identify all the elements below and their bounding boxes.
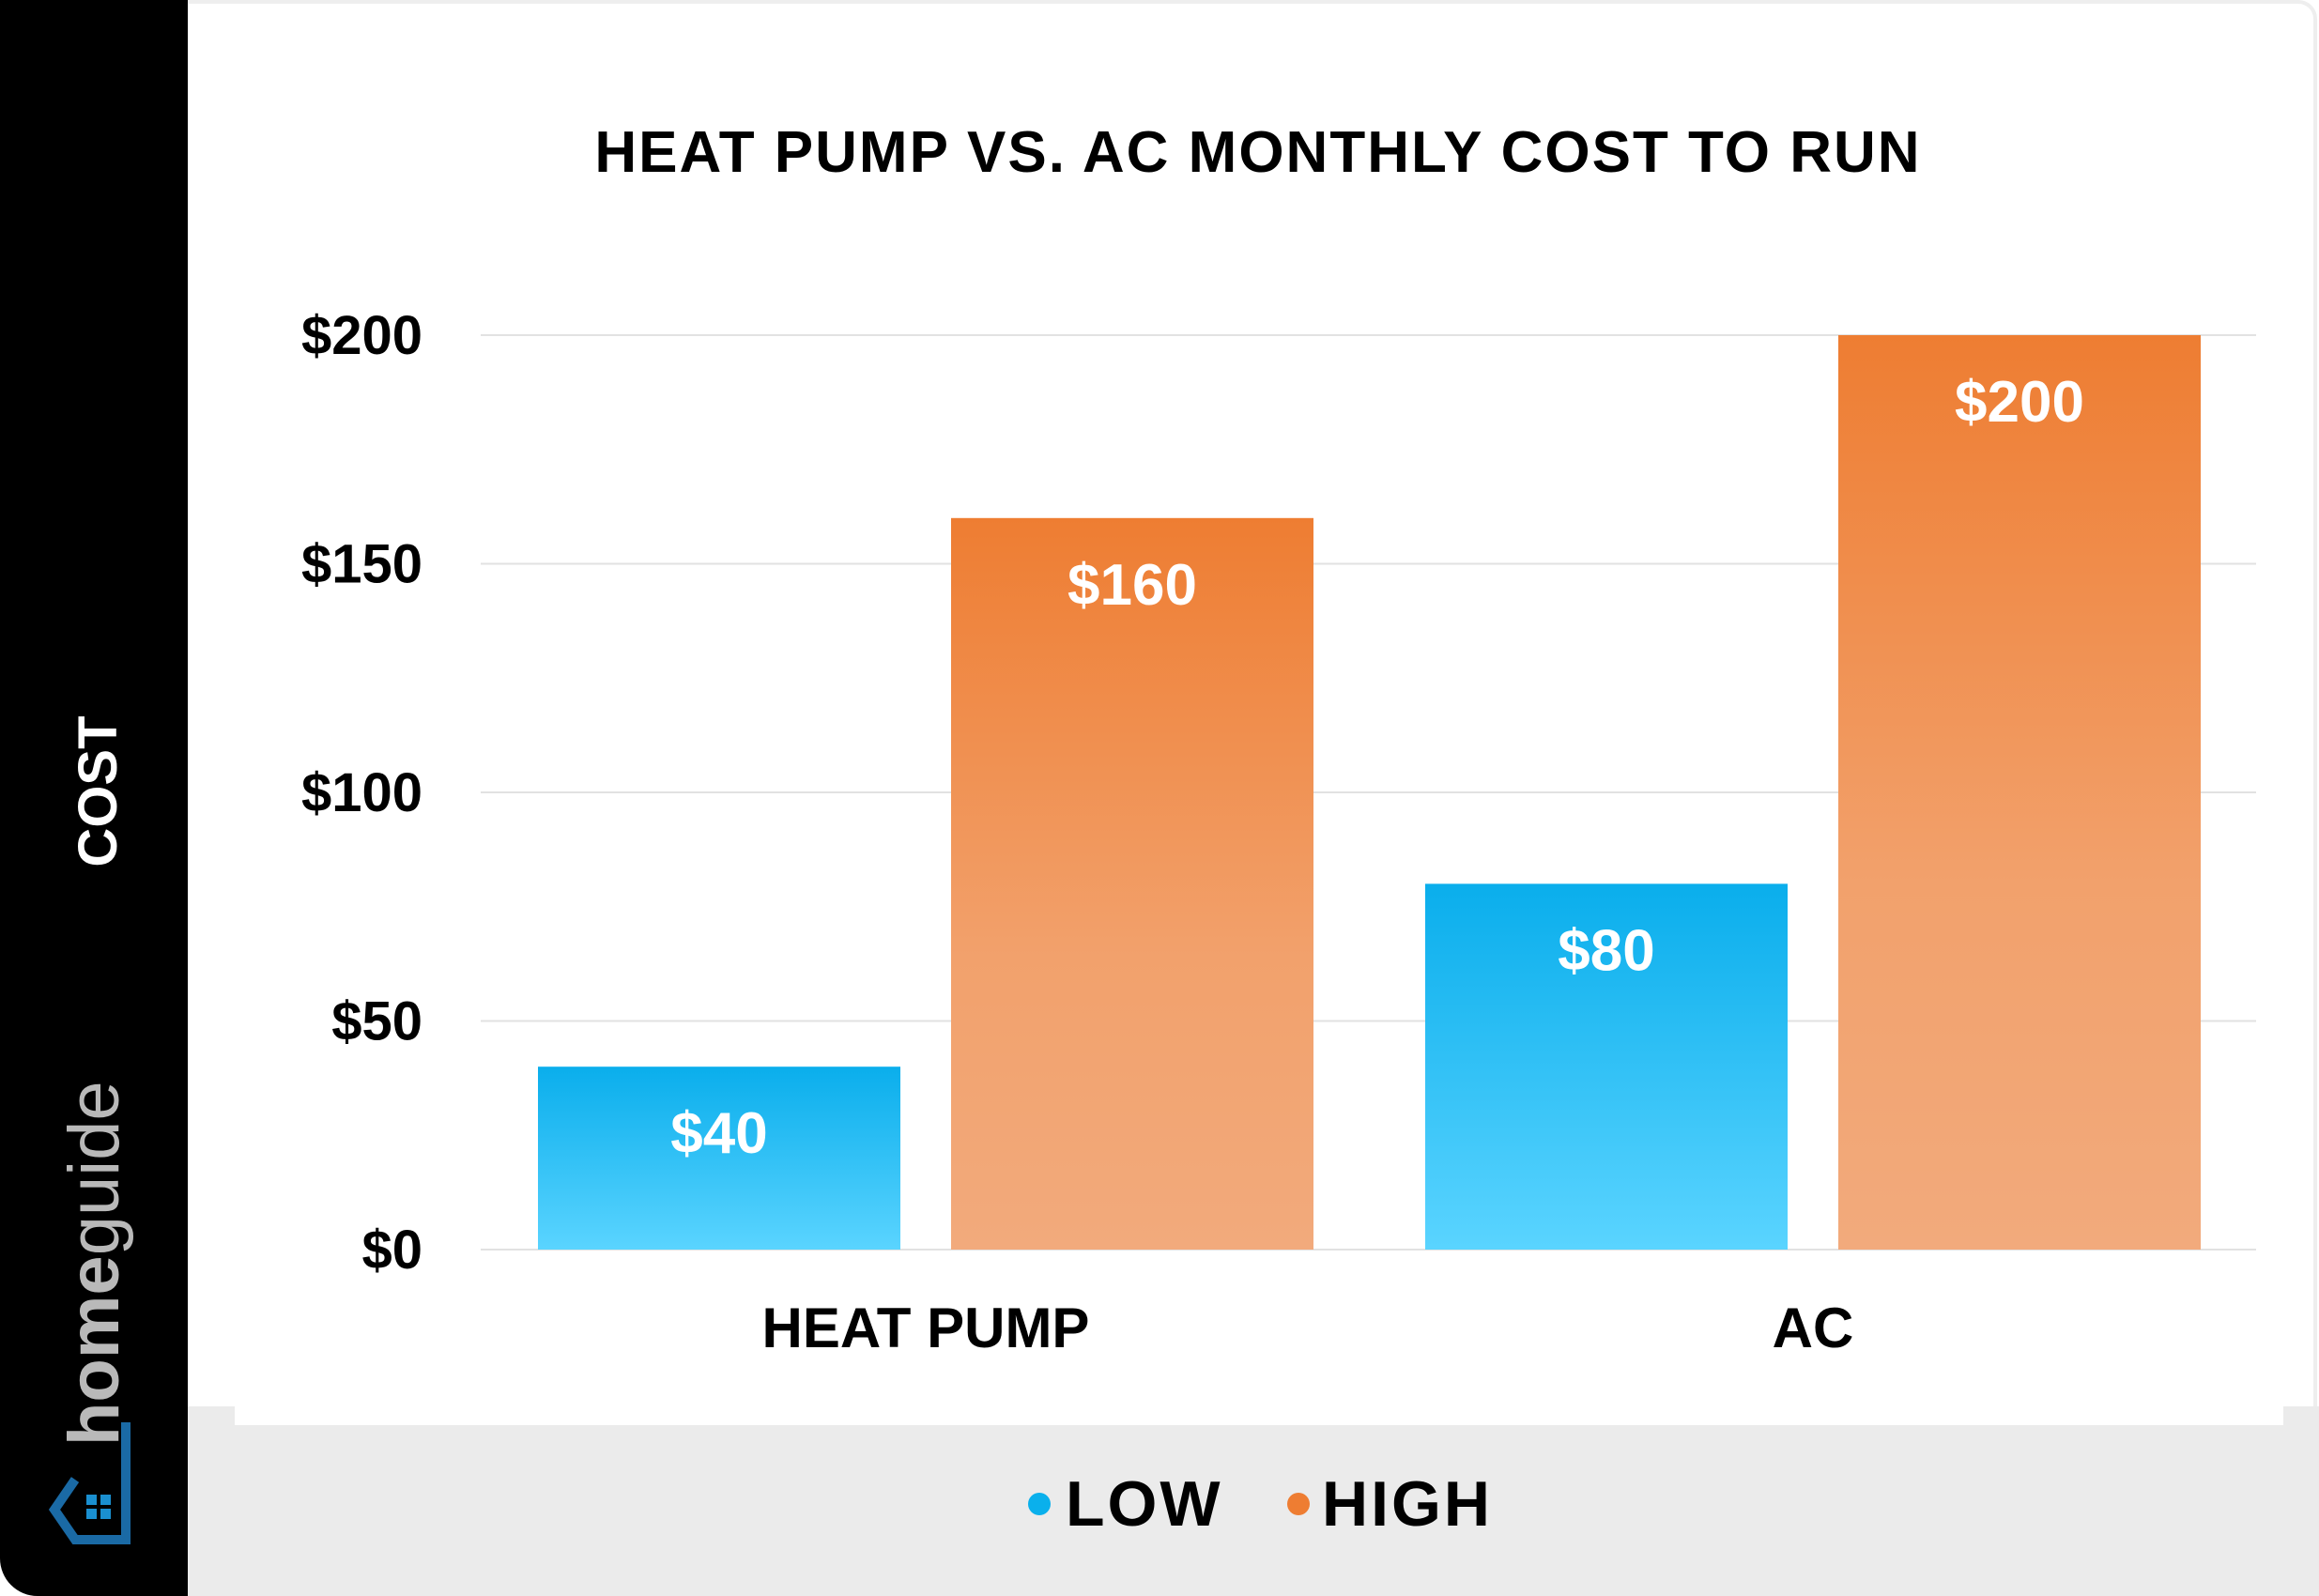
legend-low-marker [1028,1493,1051,1515]
legend: LOW HIGH [1028,1468,1493,1540]
y-tick-label: $100 [301,762,422,823]
chart-card-bottom [235,1399,2283,1425]
bar-value-label: $200 [1955,370,2084,435]
homeguide-logo: homeguide [48,1081,134,1544]
bar-value-label: $160 [1067,553,1197,618]
legend-high-label: HIGH [1322,1468,1493,1540]
legend-high-marker [1287,1493,1310,1515]
x-category-label: AC [1773,1297,1854,1359]
bar-low [538,1067,900,1250]
y-tick-label: $0 [361,1220,422,1281]
y-tick-label: $200 [301,305,422,366]
legend-bar [188,1406,2319,1596]
y-tick-label: $150 [301,534,422,595]
y-axis-label: COST [68,715,129,867]
x-category-label: HEAT PUMP [762,1297,1090,1359]
y-tick-label: $50 [331,991,422,1052]
logo-text: homeguide [54,1081,134,1446]
house-icon [48,1422,131,1544]
bar-low [1425,883,1788,1250]
sidebar [0,0,188,1596]
bar-high [1838,335,2201,1250]
legend-low-label: LOW [1066,1468,1223,1540]
bar-high [951,517,1313,1250]
bar-value-label: $80 [1558,918,1654,983]
chart-title: HEAT PUMP VS. AC MONTHLY COST TO RUN [594,120,1921,185]
bar-value-label: $40 [670,1101,767,1166]
